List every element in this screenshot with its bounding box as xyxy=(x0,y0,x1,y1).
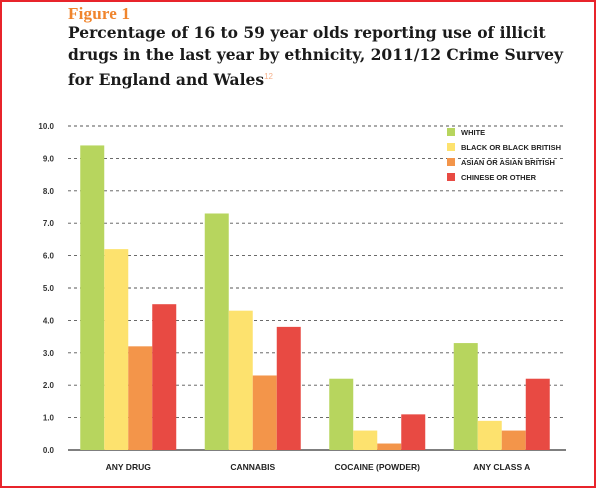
figure-title: Percentage of 16 to 59 year olds reporti… xyxy=(68,22,568,91)
bar-black-or-black-british-cocaine-powder- xyxy=(353,430,378,450)
y-axis: 0.0 1.0 2.0 3.0 4.0 5.0 6.0 7.0 8.0 9.0 10.0 xyxy=(38,122,54,455)
y-tick-label: 6.0 xyxy=(43,252,55,261)
figure-title-text: Percentage of 16 to 59 year olds reporti… xyxy=(68,23,563,90)
legend-label: CHINESE OR OTHER xyxy=(461,173,537,182)
x-category-label: CANNABIS xyxy=(230,462,275,472)
y-tick-label: 8.0 xyxy=(43,187,55,196)
y-tick-label: 5.0 xyxy=(43,284,55,293)
bar-black-or-black-british-any-drug xyxy=(104,249,129,450)
y-tick-label: 9.0 xyxy=(43,154,55,163)
gridlines xyxy=(68,125,566,451)
bar-white-cannabis xyxy=(204,213,229,450)
bar-white-any-class-a xyxy=(453,343,478,450)
legend-swatch xyxy=(447,158,455,166)
bar-chinese-or-other-any-class-a xyxy=(525,378,550,450)
legend-label: ASIAN OR ASIAN BRITISH xyxy=(461,158,555,167)
y-tick-label: 1.0 xyxy=(43,414,55,423)
bar-chinese-or-other-any-drug xyxy=(152,304,177,450)
y-tick-label: 2.0 xyxy=(43,381,55,390)
y-tick-label: 10.0 xyxy=(38,122,54,131)
y-tick-label: 7.0 xyxy=(43,219,55,228)
x-category-label: ANY CLASS A xyxy=(473,462,530,472)
bar-white-cocaine-powder- xyxy=(329,378,354,450)
legend-label: WHITE xyxy=(461,128,485,137)
x-category-label: ANY DRUG xyxy=(106,462,152,472)
bar-asian-or-asian-british-cannabis xyxy=(252,375,277,450)
bar-chinese-or-other-cannabis xyxy=(276,326,301,450)
bar-chinese-or-other-cocaine-powder- xyxy=(401,414,426,450)
figure-label: Figure 1 xyxy=(68,4,131,23)
title-footnote-ref: 12 xyxy=(264,72,273,81)
x-category-label: COCAINE (POWDER) xyxy=(335,462,421,472)
legend-swatch xyxy=(447,173,455,181)
legend-swatch xyxy=(447,143,455,151)
y-tick-label: 4.0 xyxy=(43,316,55,325)
bar-black-or-black-british-cannabis xyxy=(228,310,253,450)
bar-black-or-black-british-any-class-a xyxy=(477,420,502,450)
legend: WHITE BLACK OR BLACK BRITISH ASIAN OR ASIA… xyxy=(447,128,561,182)
legend-swatch xyxy=(447,128,455,136)
bars xyxy=(80,145,550,450)
bar-asian-or-asian-british-cocaine-powder- xyxy=(377,443,402,450)
legend-label: BLACK OR BLACK BRITISH xyxy=(461,143,561,152)
bar-white-any-drug xyxy=(80,145,105,450)
x-axis-categories: ANY DRUG CANNABIS COCAINE (POWDER) ANY CLAS… xyxy=(106,462,531,472)
bar-asian-or-asian-british-any-drug xyxy=(128,346,153,450)
y-tick-label: 0.0 xyxy=(43,446,55,455)
y-tick-label: 3.0 xyxy=(43,349,55,358)
bar-asian-or-asian-british-any-class-a xyxy=(501,430,526,450)
